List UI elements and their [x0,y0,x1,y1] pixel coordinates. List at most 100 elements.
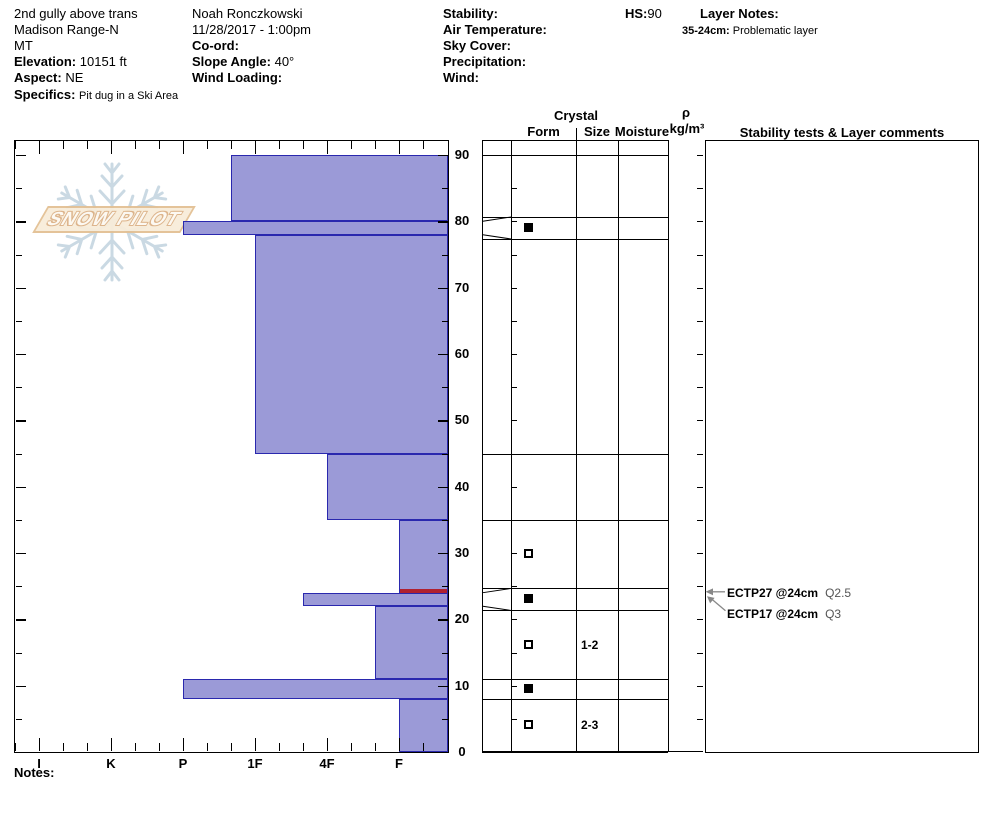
air-temperature-row: Air Temperature: [443,22,547,37]
depth-tick [15,188,22,190]
ruler-tick [512,553,517,554]
depth-label: 80 [454,213,470,229]
grain-size: 1-2 [581,637,599,652]
ruler-tick [512,188,517,190]
rho-tick [697,155,703,157]
hardness-tick [399,141,401,154]
row-line [482,610,668,612]
grain-symbol-filled-square [524,594,533,604]
stability-test-label: ECTP27 @24cm Q2.5 [727,586,851,600]
hardness-tick [87,743,89,751]
depth-tick [15,486,26,488]
rho-tick [697,718,703,720]
layer-bar [303,592,448,607]
wind-loading-row: Wind Loading: [192,70,283,85]
pit-datetime: 11/28/2017 - 1:00pm [192,22,312,37]
depth-tick [15,586,22,588]
depth-tick [15,619,26,621]
rho-tick [697,420,703,422]
ruler-tick [512,320,517,322]
grain-symbol-filled-square [524,683,533,693]
row-line [482,698,668,700]
depth-tick [437,354,448,356]
depth-tick [15,387,22,389]
stability-test-label: ECTP17 @24cm Q3 [727,607,841,621]
hardness-tick [207,743,209,751]
hardness-tick [231,141,233,149]
grain-symbol-open-square [524,720,533,730]
depth-tick [15,718,22,721]
slope-angle-row: Slope Angle: 40° [192,54,295,69]
rho-tick [697,619,703,621]
hardness-tick [15,743,17,751]
hardness-label: K [106,756,116,771]
rho-tick [697,387,703,389]
crystal-column-header: Crystal [553,108,599,123]
depth-tick [15,553,26,555]
sky-cover-row: Sky Cover: [443,38,511,53]
hardness-tick [111,141,113,154]
ruler-tick [512,453,517,455]
depth-label: 20 [454,611,470,627]
pit-state: MT [14,38,33,53]
hardness-tick [351,141,353,149]
pit-range: Madison Range-N [14,22,119,37]
depth-tick [441,387,448,389]
rho-tick [697,486,703,488]
depth-tick [437,553,448,555]
ruler-tick [512,354,517,356]
grain-size: 2-3 [581,718,599,733]
hardness-tick [183,738,185,751]
ruler-tick [512,619,517,621]
depth-tick [15,155,26,157]
hardness-tick [279,743,281,751]
depth-tick [441,652,448,654]
test-result: ECTP27 @24cm [727,585,819,600]
row-line [482,216,668,218]
depth-tick [15,685,26,687]
hardness-tick [39,738,41,751]
grain-symbol-filled-square [524,222,533,232]
depth-label: 70 [454,279,470,295]
form-column-header: Form [527,124,560,139]
ruler-tick [512,155,517,157]
wind-row: Wind: [443,70,479,85]
hardness-chart-frame [14,140,449,753]
coord-row: Co-ord: [192,38,239,53]
depth-tick [15,652,22,654]
layer-bar [375,606,448,680]
rho-tick [697,586,703,588]
hardness-tick [279,141,281,149]
hardness-tick [63,743,65,751]
depth-label: 60 [454,346,470,362]
hardness-tick [375,743,377,751]
hardness-tick [159,743,161,751]
depth-tick [15,287,26,289]
hardness-tick [183,141,185,154]
depth-tick [15,519,22,522]
depth-tick [437,287,448,289]
depth-label: 50 [454,412,470,428]
crystal-table-top-border [482,140,668,141]
hardness-tick [255,141,257,154]
layer-note: 35-24cm: Problematic layer [682,25,818,37]
depth-tick [437,619,448,621]
depth-tick [441,586,448,588]
hardness-tick [63,141,65,149]
depth-tick [15,354,26,356]
hardness-tick [423,743,425,751]
specifics-row: Specifics: Pit dug in a Ski Area [14,87,179,102]
depth-tick [437,155,448,157]
rho-tick [697,188,703,190]
pit-name: 2nd gully above trans [14,6,138,21]
test-result: ECTP17 @24cm [727,606,819,621]
hardness-tick [87,141,89,149]
depth-tick [441,188,448,190]
size-moisture-divider [618,140,620,752]
hardness-tick [351,743,353,751]
rho-tick [697,221,703,223]
ruler-tick [512,387,517,389]
hardness-tick [231,743,233,751]
